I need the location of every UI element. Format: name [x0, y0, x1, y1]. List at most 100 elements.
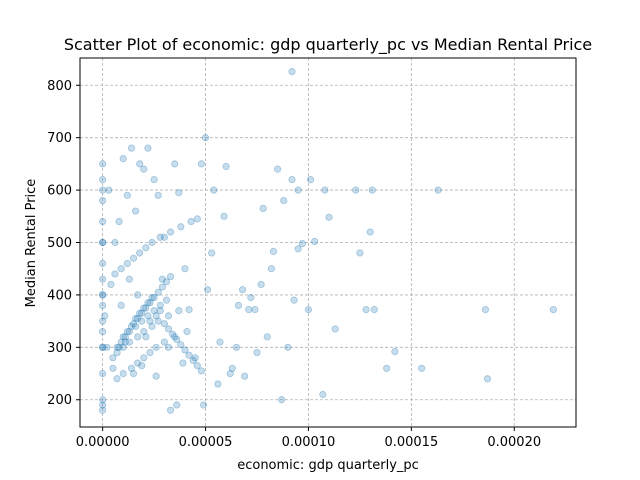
- scatter-point: [383, 364, 391, 372]
- scatter-point: [138, 317, 146, 325]
- scatter-point: [162, 296, 171, 304]
- scatter-point: [99, 186, 107, 194]
- scatter-point: [148, 238, 156, 247]
- scatter-point: [267, 265, 275, 273]
- scatter-point: [238, 286, 247, 294]
- scatter-point: [181, 346, 189, 354]
- scatter-point: [113, 348, 121, 357]
- scatter-point: [241, 372, 249, 380]
- scatter-point: [121, 338, 129, 346]
- scatter-point: [280, 196, 288, 205]
- scatter-point: [111, 270, 119, 278]
- scatter-point: [150, 293, 158, 302]
- scatter-point: [164, 343, 173, 351]
- scatter-point: [119, 333, 127, 341]
- scatter-point: [154, 317, 162, 325]
- scatter-point: [290, 296, 298, 304]
- scatter-point: [204, 286, 212, 294]
- scatter-point: [154, 191, 162, 199]
- scatter-point: [171, 333, 179, 341]
- scatter-point: [483, 375, 492, 383]
- scatter-point: [152, 343, 160, 351]
- scatter-point: [109, 354, 117, 362]
- scatter-point: [175, 189, 183, 197]
- scatter-point: [183, 328, 191, 336]
- scatter-point: [127, 144, 136, 152]
- scatter-point: [99, 160, 107, 168]
- scatter-point: [99, 328, 107, 336]
- scatter-point: [138, 309, 146, 317]
- scatter-point: [164, 325, 173, 333]
- x-axis-label: economic: gdp quarterly_pc: [237, 458, 419, 473]
- scatter-point: [134, 333, 142, 341]
- scatter-point: [370, 305, 378, 314]
- scatter-point: [146, 348, 154, 357]
- scatter-point: [177, 223, 185, 231]
- scatter-point: [331, 325, 339, 333]
- scatter-point: [119, 155, 127, 163]
- scatter-point: [366, 228, 374, 236]
- scatter-point: [160, 320, 168, 328]
- scatter-point: [298, 239, 306, 248]
- y-tick-label: 700: [47, 131, 72, 146]
- scatter-point: [185, 305, 193, 314]
- scatter-point: [103, 343, 111, 351]
- scatter-point: [142, 333, 150, 341]
- scatter-point: [181, 265, 189, 273]
- scatter-point: [232, 343, 241, 351]
- scatter-point: [152, 312, 160, 320]
- scatter-point: [156, 307, 164, 315]
- scatter-point: [140, 328, 148, 336]
- chart-title: Scatter Plot of economic: gdp quarterly_…: [64, 35, 592, 55]
- scatter-point: [216, 338, 224, 346]
- scatter-point: [117, 301, 125, 309]
- scatter-point: [123, 191, 131, 199]
- scatter-point: [117, 265, 125, 273]
- scatter-point: [129, 254, 138, 262]
- scatter-point: [185, 351, 193, 359]
- scatter-point: [177, 341, 185, 349]
- scatter-point: [125, 275, 133, 283]
- scatter-point: [549, 305, 557, 314]
- scatter-point: [391, 347, 399, 356]
- scatter-point: [234, 301, 243, 309]
- scatter-point: [201, 134, 210, 142]
- scatter-point: [173, 335, 181, 344]
- scatter-point: [160, 233, 168, 241]
- scatter-point: [127, 364, 136, 372]
- scatter-point: [99, 343, 107, 351]
- scatter-point: [434, 186, 442, 194]
- y-ticks: 200 300 400 500 600 700 800: [47, 79, 80, 408]
- scatter-point: [175, 307, 183, 315]
- scatter-point: [99, 275, 107, 283]
- scatter-point: [304, 305, 313, 314]
- scatter-point: [150, 307, 158, 315]
- scatter-point: [121, 333, 129, 341]
- scatter-point: [99, 217, 107, 226]
- scatter-point: [368, 186, 376, 194]
- scatter-point: [187, 217, 195, 226]
- scatter-point: [144, 144, 152, 152]
- scatter-point: [226, 369, 234, 378]
- scatter-point: [197, 367, 206, 375]
- scatter-point: [105, 186, 113, 194]
- scatter-point: [123, 259, 131, 268]
- scatter-point: [99, 401, 107, 409]
- scatter-point: [99, 369, 107, 378]
- scatter-point: [166, 228, 175, 236]
- grid-layer: [80, 58, 576, 427]
- x-ticks: 0.00000 0.00005 0.00010 0.00015 0.00020: [76, 427, 541, 450]
- scatter-point: [284, 343, 292, 351]
- scatter-point: [278, 396, 286, 404]
- scatter-point: [99, 406, 107, 414]
- scatter-point: [189, 356, 197, 365]
- scatter-point: [160, 338, 168, 346]
- points-layer: [99, 68, 557, 414]
- scatter-point: [136, 160, 144, 168]
- y-tick-label: 600: [47, 184, 72, 199]
- scatter-point: [146, 299, 154, 307]
- scatter-point: [140, 165, 148, 173]
- y-tick-label: 300: [47, 341, 72, 356]
- scatter-point: [210, 186, 218, 194]
- scatter-point: [127, 322, 136, 330]
